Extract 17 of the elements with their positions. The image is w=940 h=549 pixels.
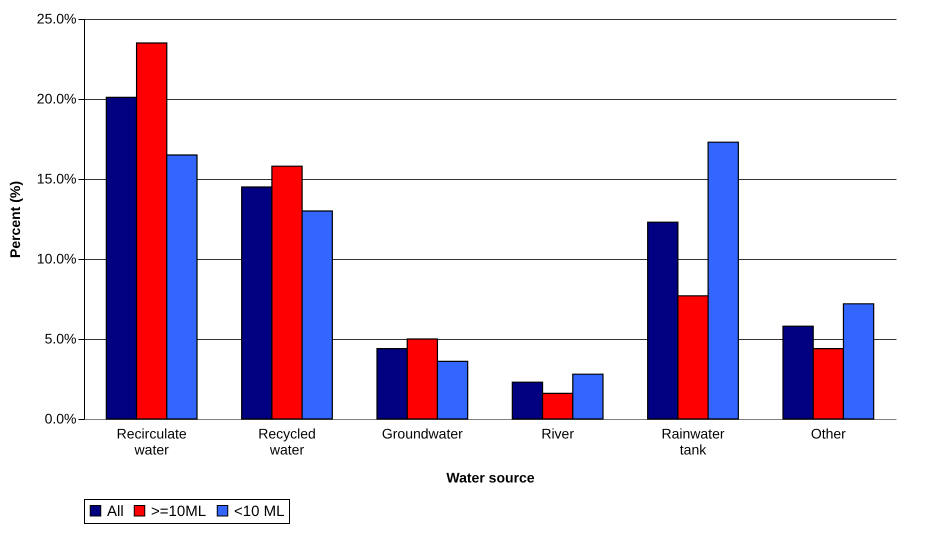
x-tick-label: Rainwater tank: [661, 426, 725, 458]
y-tick-label: 10.0%: [36, 250, 76, 266]
y-tick-label: 5.0%: [44, 330, 76, 346]
x-axis-title: Water source: [446, 470, 535, 486]
x-tick-label: Recirculate water: [116, 426, 187, 458]
legend-label: All: [107, 502, 124, 520]
x-tick-label: Recycled water: [258, 426, 316, 458]
x-tick-label: River: [541, 426, 574, 442]
x-tick-label: Other: [810, 426, 846, 442]
y-tick-label: 15.0%: [36, 170, 76, 186]
y-tick-label: 20.0%: [36, 90, 76, 106]
legend-label: <10 ML: [234, 502, 284, 520]
y-axis-title: Percent (%): [6, 180, 23, 258]
legend-label: >=10ML: [151, 502, 206, 520]
y-tick-label: 25.0%: [36, 10, 76, 26]
y-tick-label: 0.0%: [44, 410, 76, 426]
x-tick-label: Groundwater: [382, 426, 464, 442]
